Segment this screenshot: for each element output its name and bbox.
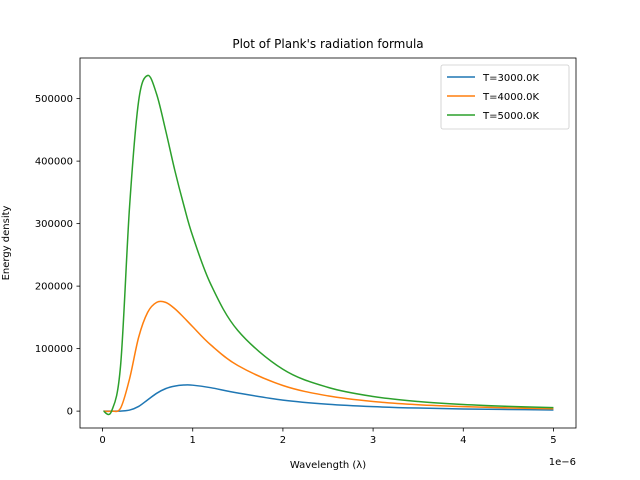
- y-axis: 0 100000 200000 300000 400000 500000: [35, 94, 80, 418]
- legend-label: T=4000.0K: [482, 92, 539, 103]
- chart-title: Plot of Plank's radiation formula: [232, 37, 423, 51]
- x-tick-label: 3: [370, 435, 376, 446]
- x-tick-label: 4: [460, 435, 466, 446]
- y-tick-label: 300000: [35, 219, 73, 230]
- y-tick-label: 100000: [35, 344, 73, 355]
- y-tick-label: 200000: [35, 282, 73, 293]
- series-line-2: [103, 300, 554, 413]
- legend-box: [440, 64, 570, 130]
- legend-label: T=5000.0K: [482, 111, 539, 122]
- x-tick-label: 0: [99, 435, 105, 446]
- x-axis-label: Wavelength (λ): [290, 460, 366, 471]
- x-tick-label: 2: [280, 435, 286, 446]
- plot-frame: [79, 57, 577, 429]
- x-axis: 0 1 2 3 4 5: [99, 428, 557, 446]
- x-tick-label: 1: [190, 435, 196, 446]
- x-tick-label: 5: [550, 435, 556, 446]
- y-tick-label: 500000: [35, 94, 73, 105]
- y-tick-label: 400000: [35, 157, 73, 168]
- series-line-3: [103, 74, 554, 416]
- series-line-1: [103, 384, 554, 412]
- series-layer: [103, 74, 554, 416]
- y-axis-label: Energy density: [1, 205, 12, 280]
- y-tick-label: 0: [67, 407, 73, 418]
- legend-label: T=3000.0K: [482, 73, 539, 84]
- x-axis-offset-label: 1e−6: [549, 457, 576, 468]
- legend: T=3000.0K T=4000.0K T=5000.0K: [440, 64, 570, 130]
